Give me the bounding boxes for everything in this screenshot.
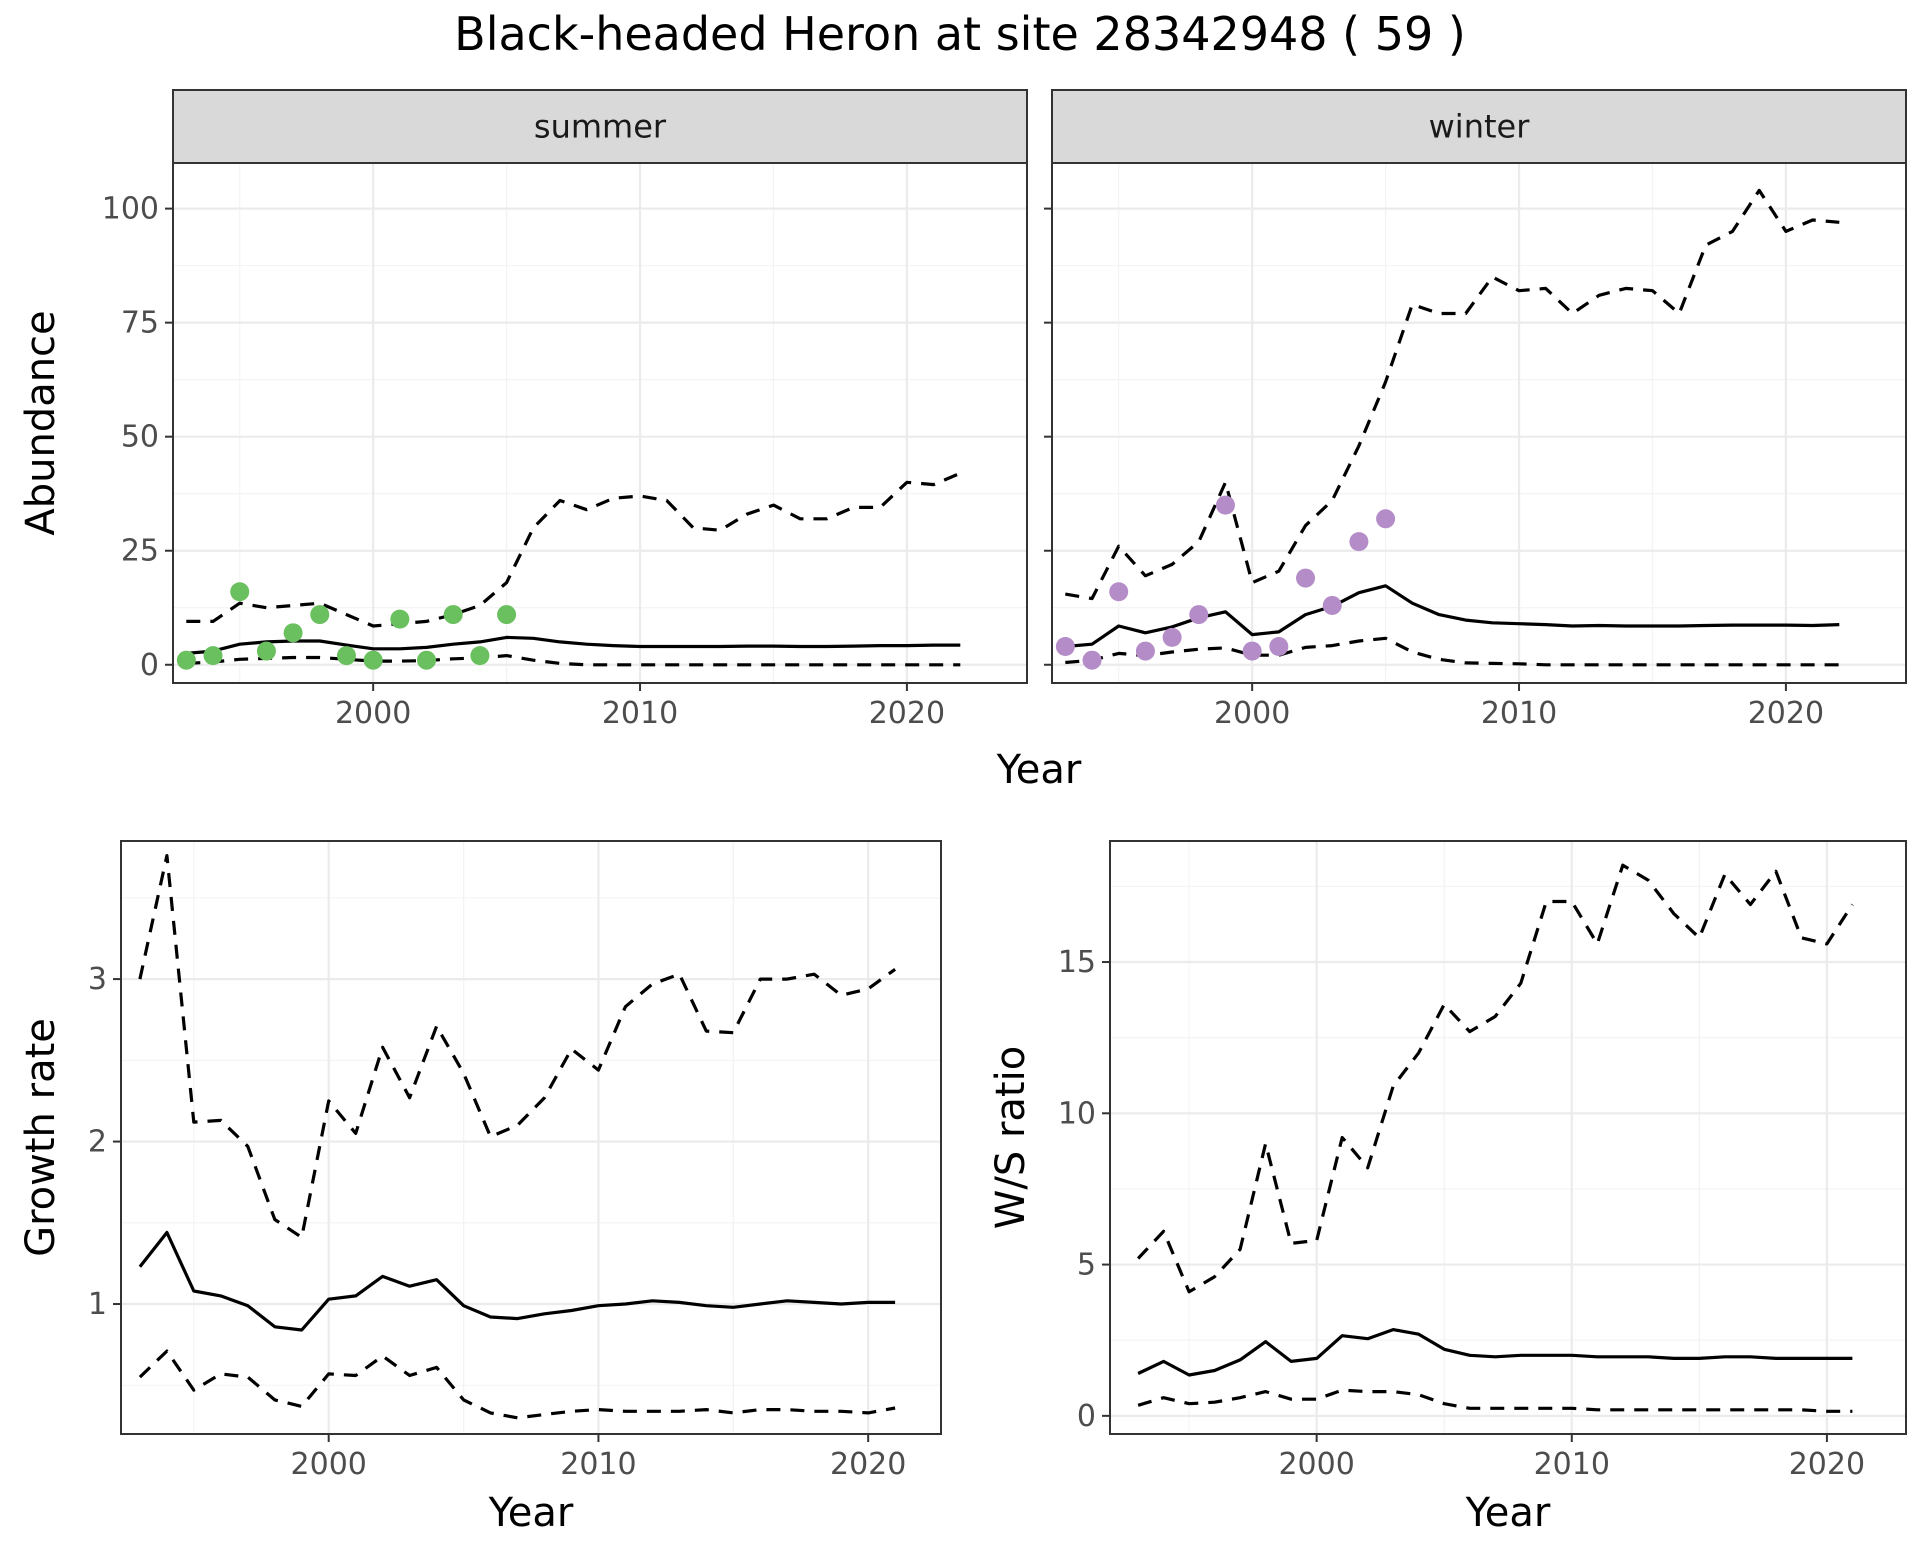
panel1-point [497, 605, 517, 625]
panel2-x-tick-label: 2010 [1481, 696, 1557, 731]
panel1-point [176, 650, 196, 670]
panel2-point [1135, 641, 1155, 661]
panel1-strip [172, 89, 1028, 164]
panel4-y-axis-title: W/S ratio [988, 1046, 1034, 1229]
panel3-x-tick-label: 2010 [560, 1447, 636, 1482]
panel1-x-tick-label: 2010 [602, 696, 678, 731]
panel4-y-tick-label: 10 [1058, 1096, 1096, 1131]
panel1-point [336, 646, 356, 666]
panel2-point [1082, 650, 1102, 670]
panel1-point [310, 605, 330, 625]
panel2-series-lower [1065, 636, 1840, 667]
panel1-strip-label: summer [534, 108, 667, 146]
panel2-point [1109, 582, 1129, 602]
panel2-point [1296, 568, 1316, 588]
panel4-series-mean [1137, 1328, 1853, 1377]
panel4-y-tick-label: 15 [1058, 945, 1096, 980]
panel1-border [172, 162, 1028, 684]
panel2-strip-label: winter [1429, 108, 1531, 146]
panel3-y-axis-title: Growth rate [18, 1018, 64, 1257]
panel2-point [1242, 641, 1262, 661]
panel3-x-tick-label: 2000 [291, 1447, 367, 1482]
panel4-series-lower [1137, 1388, 1853, 1413]
panel2-point [1349, 532, 1369, 552]
panel2-border [1051, 162, 1907, 684]
panel2-point [1189, 605, 1209, 625]
panel1-point [417, 650, 437, 670]
panel3-x-axis-title: Year [488, 1490, 574, 1536]
panel3-y-tick-label: 1 [88, 1287, 107, 1322]
panel2-strip [1051, 89, 1907, 164]
panel1-point [230, 582, 250, 602]
panel2-x-tick-label: 2020 [1748, 696, 1824, 731]
panel4-x-tick-label: 2020 [1789, 1447, 1865, 1482]
panel2-series-upper [1065, 188, 1840, 601]
panel2-point [1376, 509, 1396, 529]
panel3-border [120, 840, 942, 1435]
panel2-point [1269, 637, 1289, 657]
panel1-point [390, 609, 410, 629]
panel1-x-tick-label: 2000 [335, 696, 411, 731]
panel2-point [1055, 637, 1075, 657]
panel2-point [1215, 495, 1235, 515]
panel3-series-mean [138, 1230, 896, 1332]
panel1-point [470, 646, 490, 666]
panel4-x-axis-title: Year [1465, 1490, 1551, 1536]
panel2-x-tick-label: 2000 [1214, 696, 1290, 731]
panel3-x-tick-label: 2020 [830, 1447, 906, 1482]
panel1-x-tick-label: 2020 [869, 696, 945, 731]
panel3-series-lower [138, 1349, 896, 1420]
panel4-series-upper [1136, 863, 1854, 1294]
panel3-y-tick-label: 3 [88, 962, 107, 997]
panel4-y-tick-label: 5 [1077, 1248, 1096, 1283]
panel1-y-tick-label: 75 [121, 306, 159, 341]
panel4-y-tick-label: 0 [1077, 1399, 1096, 1434]
panel2-point [1322, 595, 1342, 615]
panel1-y-tick-label: 25 [121, 534, 159, 569]
panel1-point [363, 650, 383, 670]
panel1-point [203, 646, 223, 666]
panel1-series-mean [186, 635, 961, 655]
panel4-x-tick-label: 2010 [1534, 1447, 1610, 1482]
panel1-y-tick-label: 50 [121, 420, 159, 455]
panel3-y-tick-label: 2 [88, 1125, 107, 1160]
chart-title: Black-headed Heron at site 28342948 ( 59… [454, 7, 1466, 61]
panel3-series-upper [138, 854, 897, 1239]
panel2-point [1162, 627, 1182, 647]
panel1-series-lower [186, 654, 961, 667]
panel1-point [256, 641, 276, 661]
panel1-point [283, 623, 303, 643]
panel4-x-tick-label: 2000 [1278, 1447, 1354, 1482]
panel1-y-axis-title: Abundance [18, 310, 64, 535]
facet-x-axis-title: Year [996, 747, 1082, 793]
panel4-border [1109, 840, 1907, 1435]
panel1-point [443, 605, 463, 625]
panel1-y-tick-label: 0 [140, 648, 159, 683]
panel1-y-tick-label: 100 [102, 192, 159, 227]
